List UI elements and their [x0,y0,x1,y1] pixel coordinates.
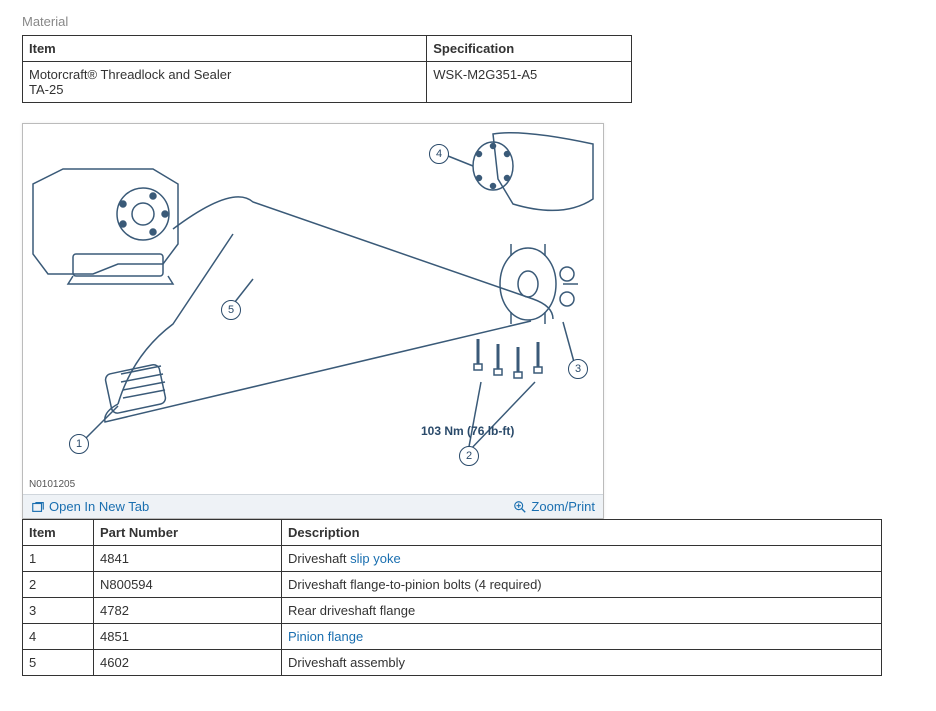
parts-table: Item Part Number Description 14841Drives… [22,519,882,676]
parts-number-cell: N800594 [94,572,282,598]
diagram-area[interactable]: 1 2 3 4 5 103 Nm (76 lb-ft) N0101205 [23,124,603,494]
material-item-cell: Motorcraft® Threadlock and Sealer TA-25 [23,62,427,103]
parts-desc-cell: Driveshaft assembly [282,650,882,676]
diagram-container: 1 2 3 4 5 103 Nm (76 lb-ft) N0101205 Ope… [22,123,604,519]
parts-number-cell: 4782 [94,598,282,624]
parts-desc-link[interactable]: slip yoke [350,551,401,566]
parts-desc-link[interactable]: Pinion flange [288,629,363,644]
parts-desc-cell: Driveshaft slip yoke [282,546,882,572]
table-row: 54602Driveshaft assembly [23,650,882,676]
material-header-spec: Specification [427,36,632,62]
open-new-tab-link[interactable]: Open In New Tab [31,499,149,514]
parts-header-desc: Description [282,520,882,546]
table-row: 14841Driveshaft slip yoke [23,546,882,572]
material-section-label: Material [22,14,914,29]
torque-label: 103 Nm (76 lb-ft) [421,424,514,438]
open-new-tab-icon [31,500,45,514]
parts-desc-cell: Driveshaft flange-to-pinion bolts (4 req… [282,572,882,598]
parts-number-cell: 4851 [94,624,282,650]
parts-item-cell: 5 [23,650,94,676]
table-row: 34782Rear driveshaft flange [23,598,882,624]
parts-desc-cell: Pinion flange [282,624,882,650]
material-item-line1: Motorcraft® Threadlock and Sealer [29,67,231,82]
driveshaft-diagram [23,124,603,494]
parts-item-cell: 4 [23,624,94,650]
parts-desc-cell: Rear driveshaft flange [282,598,882,624]
callout-4: 4 [429,144,449,164]
parts-item-cell: 1 [23,546,94,572]
material-item-line2: TA-25 [29,82,63,97]
zoom-print-link[interactable]: Zoom/Print [513,499,595,514]
callout-1: 1 [69,434,89,454]
diagram-toolbar: Open In New Tab Zoom/Print [23,494,603,518]
parts-number-cell: 4602 [94,650,282,676]
callout-3: 3 [568,359,588,379]
parts-header-item: Item [23,520,94,546]
open-new-tab-label: Open In New Tab [49,499,149,514]
parts-item-cell: 2 [23,572,94,598]
callout-2: 2 [459,446,479,466]
material-table: Item Specification Motorcraft® Threadloc… [22,35,632,103]
parts-header-part: Part Number [94,520,282,546]
diagram-id: N0101205 [29,479,75,490]
material-spec-cell: WSK-M2G351-A5 [427,62,632,103]
zoom-print-label: Zoom/Print [531,499,595,514]
table-row: 2N800594Driveshaft flange-to-pinion bolt… [23,572,882,598]
table-row: 44851 Pinion flange [23,624,882,650]
material-header-item: Item [23,36,427,62]
callout-5: 5 [221,300,241,320]
parts-number-cell: 4841 [94,546,282,572]
zoom-icon [513,500,527,514]
parts-item-cell: 3 [23,598,94,624]
